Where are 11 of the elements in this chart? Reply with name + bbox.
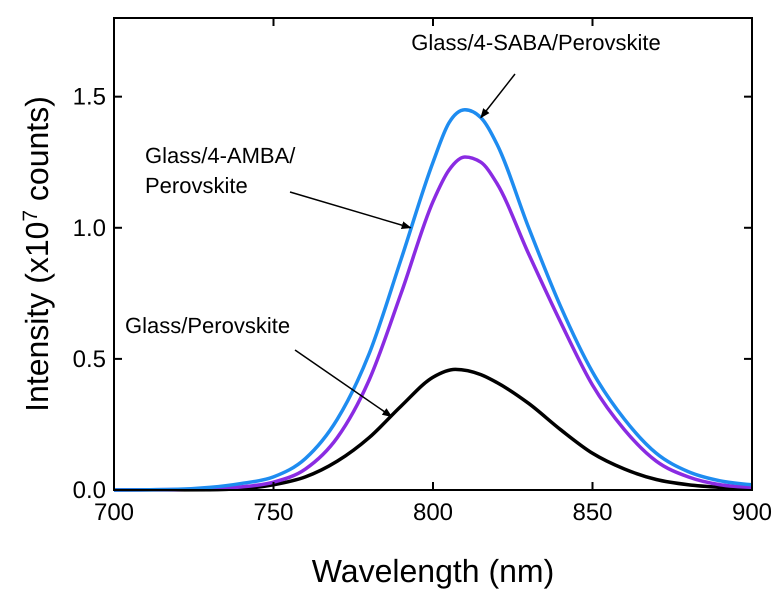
- y-tick-label: 0.5: [72, 346, 106, 373]
- annotation: Glass/Perovskite: [125, 313, 290, 338]
- x-tick-label: 750: [253, 499, 294, 526]
- x-axis-title: Wavelength (nm): [312, 553, 554, 589]
- y-tick-label: 1.0: [72, 214, 106, 242]
- x-tick-label: 900: [732, 499, 772, 526]
- x-tick-label: 800: [412, 499, 454, 526]
- annotation: Glass/4-AMBA/ Perovskite: [145, 143, 296, 198]
- x-tick-label: 850: [572, 499, 613, 526]
- annotation: Glass/4-SABA/Perovskite: [411, 30, 661, 55]
- y-tick-label: 1.5: [72, 84, 106, 111]
